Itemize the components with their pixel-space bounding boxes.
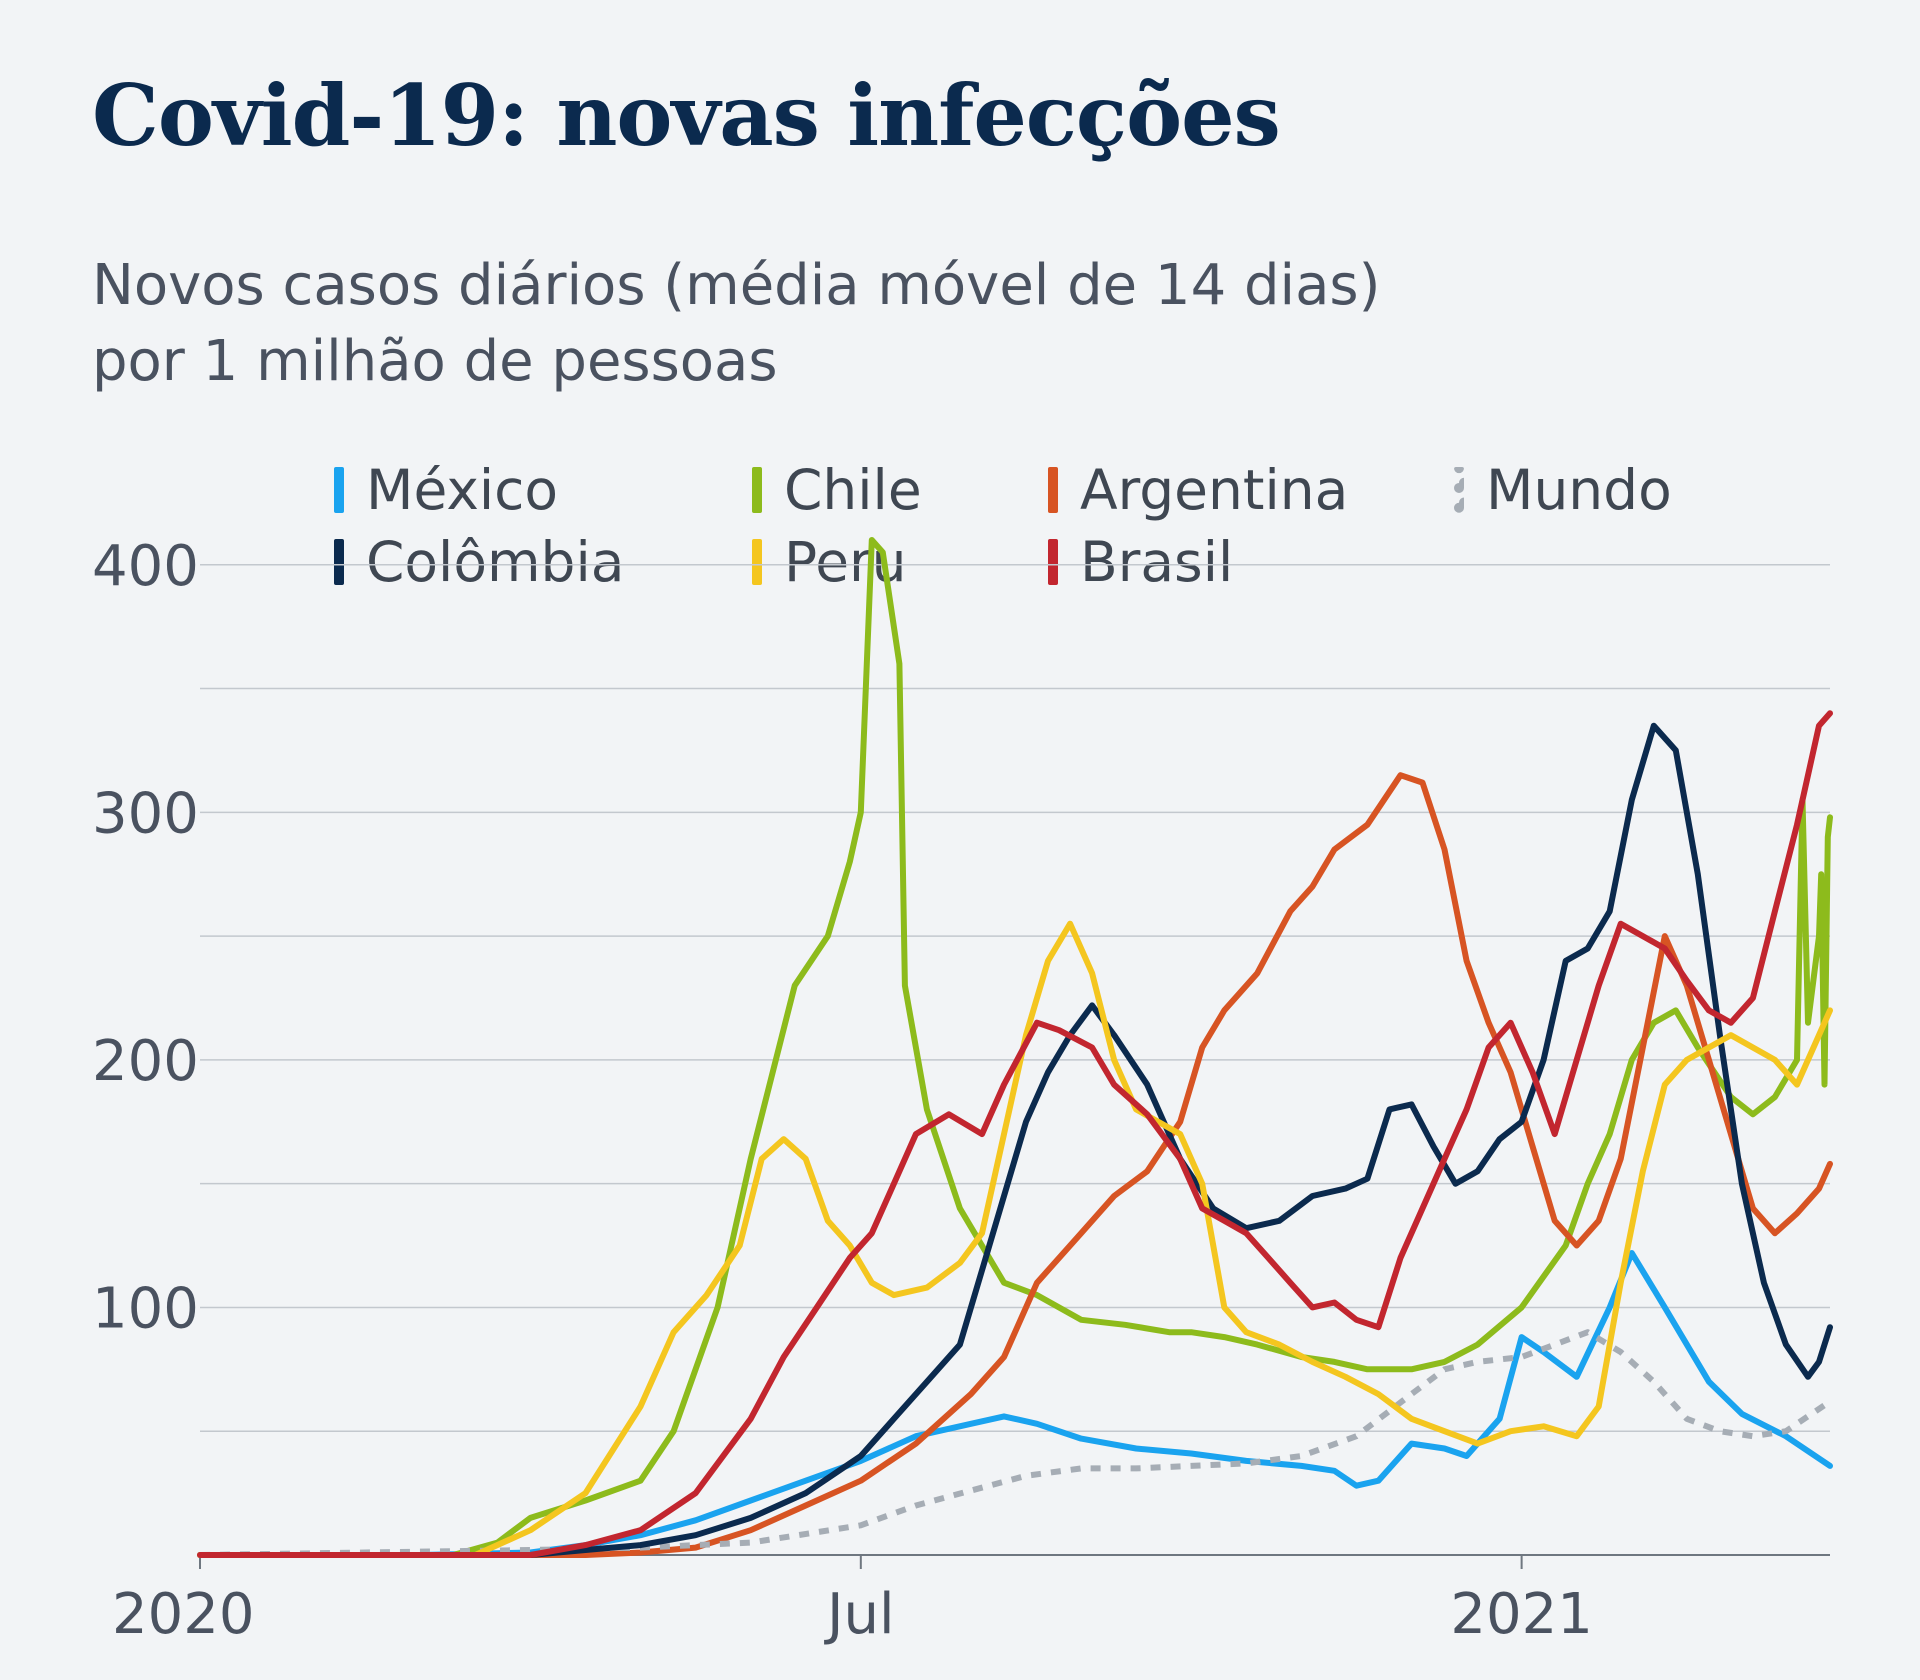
subtitle-line-2: por 1 milhão de pessoas <box>92 329 778 394</box>
legend-label: Colômbia <box>366 530 625 594</box>
legend-label: México <box>366 458 559 522</box>
series-line-colômbia <box>197 722 1833 1558</box>
legend-label: Chile <box>784 458 922 522</box>
legend-swatch <box>334 539 344 585</box>
legend-item-colômbia: Colômbia <box>334 530 625 594</box>
legend-swatch <box>1048 539 1058 585</box>
legend-item-mundo: Mundo <box>1454 458 1672 522</box>
legend-label: Brasil <box>1080 530 1234 594</box>
y-tick-label: 100 <box>92 1276 199 1341</box>
legend-swatch <box>752 467 762 513</box>
series-line-peru <box>197 920 1833 1558</box>
legend-item-argentina: Argentina <box>1048 458 1349 522</box>
x-tick-label: 2021 <box>1450 1582 1593 1647</box>
legend-label: Mundo <box>1486 458 1672 522</box>
series-line-mundo <box>199 1329 1832 1558</box>
x-tick-label: 2020 <box>112 1582 255 1647</box>
series-line-méxico <box>197 1250 1833 1558</box>
legend-item-chile: Chile <box>752 458 922 522</box>
legend-swatch <box>1454 467 1464 513</box>
subtitle-line-1: Novos casos diários (média móvel de 14 d… <box>92 253 1381 318</box>
chart-subtitle: Novos casos diários (média móvel de 14 d… <box>92 248 1380 400</box>
chart-title: Covid-19: novas infecções <box>92 66 1281 165</box>
y-tick-label: 400 <box>92 534 199 599</box>
legend-item-méxico: México <box>334 458 559 522</box>
y-tick-label: 300 <box>92 781 199 846</box>
legend-swatch <box>334 467 344 513</box>
y-tick-label: 200 <box>92 1029 199 1094</box>
legend-swatch <box>1048 467 1058 513</box>
legend-item-brasil: Brasil <box>1048 530 1234 594</box>
legend-swatch <box>752 539 762 585</box>
series-line-brasil <box>197 710 1833 1558</box>
series-line-chile <box>197 537 1833 1558</box>
x-tick-label: Jul <box>824 1582 895 1647</box>
legend-label: Argentina <box>1080 458 1349 522</box>
